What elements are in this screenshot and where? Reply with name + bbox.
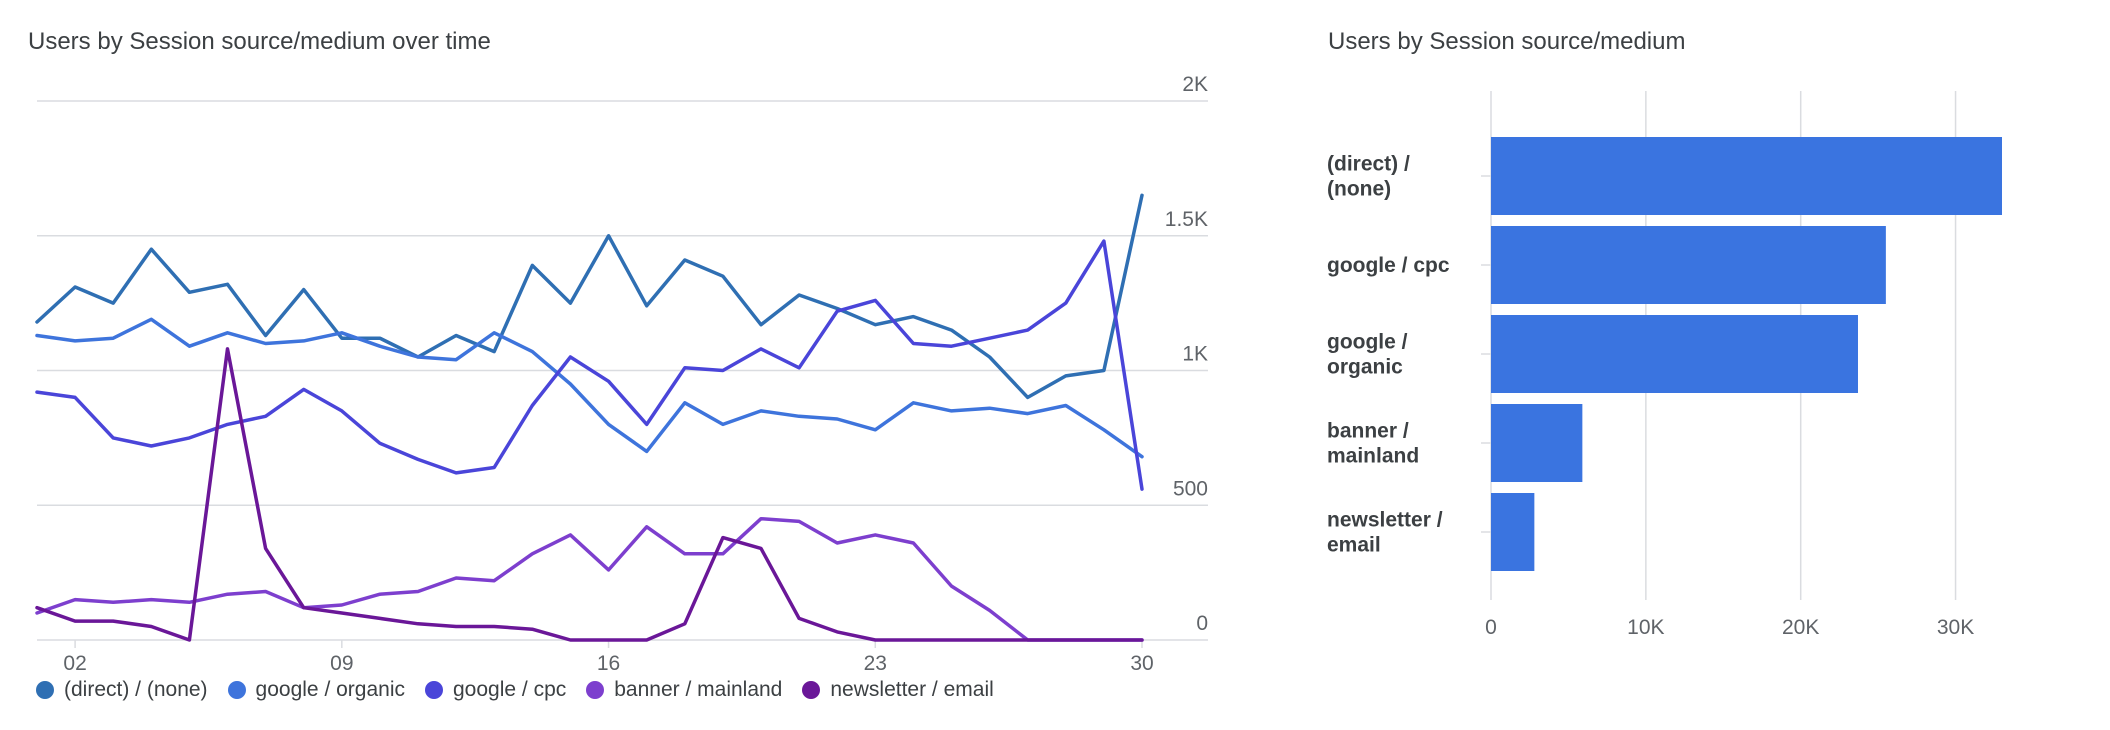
x-tick-label: 02 bbox=[63, 652, 86, 670]
legend-label-google-cpc: google / cpc bbox=[453, 678, 567, 701]
bar-category-label: (none) bbox=[1327, 178, 1391, 201]
x-tick-label: 0 bbox=[1485, 616, 1497, 639]
legend-item-google-cpc[interactable]: google / cpc bbox=[425, 678, 566, 702]
x-tick-label: 09 bbox=[330, 652, 353, 670]
bar-category-label: newsletter / bbox=[1327, 509, 1443, 532]
legend-item-google-organic[interactable]: google / organic bbox=[227, 678, 405, 702]
bar-category-label: mainland bbox=[1327, 445, 1419, 468]
legend-label-newsletter: newsletter / email bbox=[830, 678, 994, 701]
bar-google-cpc bbox=[1491, 226, 1886, 304]
bar-category-label: organic bbox=[1327, 356, 1403, 379]
legend-label-banner: banner / mainland bbox=[614, 678, 783, 701]
bar-google-organic bbox=[1491, 315, 1858, 393]
series-line-banner-mainland bbox=[35, 516, 1144, 642]
series-line-newsletter-email bbox=[35, 347, 1144, 642]
bar-banner-mainland bbox=[1491, 404, 1583, 482]
series-line-google-organic bbox=[35, 317, 1144, 459]
bar-category-label: google / bbox=[1327, 331, 1408, 354]
legend-label-direct: (direct) / (none) bbox=[64, 678, 208, 701]
y-tick-label: 0 bbox=[1196, 612, 1208, 635]
x-tick-label: 30 bbox=[1130, 652, 1153, 670]
bar-category-label: (direct) / bbox=[1327, 153, 1410, 176]
legend-dot-google-organic bbox=[227, 681, 246, 699]
y-tick-label: 1K bbox=[1182, 343, 1208, 366]
y-tick-label: 1.5K bbox=[1165, 208, 1208, 231]
x-tick-label: 16 bbox=[597, 652, 620, 670]
x-tick-label: 30K bbox=[1937, 616, 1974, 639]
legend-dot-newsletter bbox=[802, 681, 821, 699]
y-tick-label: 500 bbox=[1173, 477, 1208, 500]
x-tick-label: 10K bbox=[1627, 616, 1664, 639]
bar-category-label: email bbox=[1327, 534, 1381, 557]
bar-direct-none bbox=[1491, 137, 2002, 215]
bar-newsletter-email bbox=[1491, 493, 1535, 571]
bar-chart-title: Users by Session source/medium bbox=[1328, 28, 1686, 55]
bar-chart: 0 10K 20K 30K (direct) /(none) google / cpc go… bbox=[1327, 91, 2002, 639]
legend-item-newsletter[interactable]: newsletter / email bbox=[802, 678, 994, 702]
bar-category-label: banner / bbox=[1327, 420, 1409, 443]
legend-dot-direct bbox=[36, 681, 54, 699]
series-line-google-cpc bbox=[35, 239, 1144, 491]
line-chart-legend: (direct) / (none) google / organic googl… bbox=[36, 678, 994, 702]
bar-category-label: google / cpc bbox=[1327, 254, 1450, 277]
y-tick-label: 2K bbox=[1182, 73, 1208, 96]
legend-dot-banner bbox=[586, 681, 605, 699]
legend-item-direct[interactable]: (direct) / (none) bbox=[36, 678, 208, 702]
x-tick-label: 20K bbox=[1782, 616, 1819, 639]
legend-item-banner[interactable]: banner / mainland bbox=[586, 678, 782, 702]
line-chart-title: Users by Session source/medium over time bbox=[28, 28, 491, 55]
x-tick-label: 23 bbox=[864, 652, 887, 670]
legend-label-google-organic: google / organic bbox=[255, 678, 405, 701]
legend-dot-google-cpc bbox=[425, 681, 443, 699]
series-line-direct-none bbox=[35, 193, 1144, 400]
